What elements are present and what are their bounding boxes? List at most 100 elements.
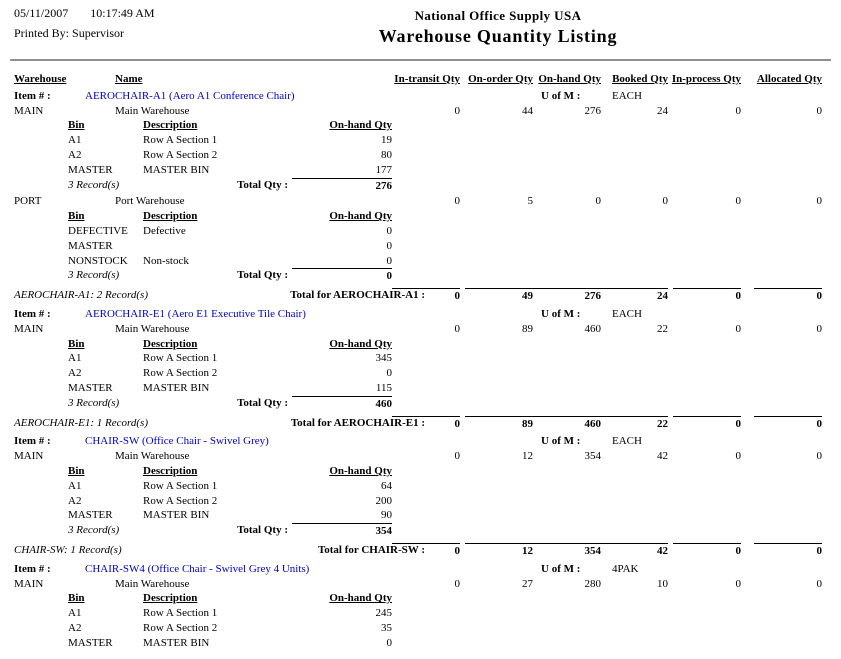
bin-onhand-qty: 0	[386, 224, 393, 237]
total-in-transit-qty: 0	[392, 542, 460, 557]
bin-total-row: 3 Record(s) Total Qty : 276	[0, 177, 841, 193]
bin-col-header: Bin	[68, 464, 85, 477]
booked-qty: 0	[662, 195, 669, 208]
bin-header-row: Bin Description On-hand Qty	[0, 209, 841, 224]
bin-header-row: Bin Description On-hand Qty	[0, 118, 841, 133]
bin-row: A2 Row A Section 2 0	[0, 366, 841, 381]
bin-onhand-qty: 35	[381, 621, 392, 634]
item-number-link[interactable]: AEROCHAIR-E1 (Aero E1 Executive Tile Cha…	[85, 307, 306, 320]
item-number-link[interactable]: CHAIR-SW (Office Chair - Swivel Grey)	[85, 435, 269, 448]
warehouse-name: Main Warehouse	[115, 450, 190, 463]
item-label: Item # :	[14, 562, 51, 575]
item-summary-row: AEROCHAIR-A1: 2 Record(s) Total for AERO…	[0, 288, 841, 303]
bin-onhand-col-header: On-hand Qty	[329, 119, 392, 132]
company-name: National Office Supply USA	[414, 8, 582, 23]
bin-code: MASTER	[68, 381, 113, 394]
bin-description: Row A Section 2	[143, 148, 218, 161]
print-date: 05/11/2007	[14, 6, 69, 20]
total-on-hand-qty: 460	[533, 415, 601, 430]
report-title: Warehouse Quantity Listing	[378, 26, 618, 46]
bin-code: NONSTOCK	[68, 254, 128, 267]
printed-by-value: Supervisor	[72, 26, 125, 40]
uofm-value: EACH	[612, 89, 642, 102]
in-process-qty: 0	[735, 450, 742, 463]
item-number-link[interactable]: CHAIR-SW4 (Office Chair - Swivel Grey 4 …	[85, 562, 310, 575]
bin-record-count: 3 Record(s)	[68, 269, 120, 282]
allocated-qty: 0	[816, 104, 823, 117]
uofm-label: U of M :	[541, 562, 581, 575]
in-process-qty: 0	[735, 195, 742, 208]
total-qty-label: Total Qty :	[237, 524, 288, 537]
uofm-label: U of M :	[541, 435, 581, 448]
bin-description: MASTER BIN	[143, 509, 210, 522]
bin-row: A1 Row A Section 1 245	[0, 606, 841, 621]
col-warehouse: Warehouse	[14, 73, 67, 85]
bin-code: DEFECTIVE	[68, 224, 128, 237]
bin-row: MASTER MASTER BIN 90	[0, 508, 841, 523]
bin-description: MASTER BIN	[143, 381, 210, 394]
in-transit-qty: 0	[454, 322, 461, 335]
on-hand-qty: 276	[584, 104, 602, 117]
total-qty-value: 354	[292, 523, 392, 537]
bin-code: A2	[68, 621, 82, 634]
bin-total-row: 3 Record(s) Total Qty : 460	[0, 395, 841, 411]
on-order-qty: 27	[522, 577, 533, 590]
on-hand-qty: 0	[595, 195, 602, 208]
item-row: Item # : CHAIR-SW (Office Chair - Swivel…	[0, 434, 841, 449]
item-record-count: CHAIR-SW: 1 Record(s)	[14, 543, 122, 556]
item-total-label: Total for CHAIR-SW :	[317, 543, 425, 556]
warehouse-row: MAIN Main Warehouse 0 89 460 22 0 0	[0, 322, 841, 337]
bin-col-header: Bin	[68, 337, 85, 350]
bin-record-count: 3 Record(s)	[68, 396, 120, 409]
on-hand-qty: 280	[584, 577, 602, 590]
bin-record-count: 3 Record(s)	[68, 524, 120, 537]
bin-col-header: Bin	[68, 119, 85, 132]
warehouse-code: MAIN	[14, 322, 44, 335]
total-qty-value: 276	[292, 177, 392, 192]
item-label: Item # :	[14, 435, 51, 448]
booked-qty: 24	[657, 104, 668, 117]
bin-onhand-qty: 115	[375, 381, 392, 394]
bin-code: A1	[68, 352, 82, 365]
total-qty-label: Total Qty :	[237, 396, 288, 409]
uofm-label: U of M :	[541, 307, 581, 320]
bin-description: Row A Section 1	[143, 134, 218, 147]
warehouse-code: PORT	[14, 195, 42, 208]
total-on-hand-qty: 276	[533, 288, 601, 302]
total-qty-value: 460	[292, 395, 392, 410]
bin-row: MASTER MASTER BIN 115	[0, 381, 841, 396]
item-label: Item # :	[14, 307, 51, 320]
item-row: Item # : AEROCHAIR-A1 (Aero A1 Conferenc…	[0, 89, 841, 104]
allocated-qty: 0	[816, 195, 823, 208]
report-body: Warehouse Name In-transit Qty On-order Q…	[0, 61, 841, 650]
bin-total-row: 3 Record(s) Total Qty : 0	[0, 268, 841, 283]
bin-description: Non-stock	[143, 254, 189, 267]
warehouse-name: Main Warehouse	[115, 322, 190, 335]
on-order-qty: 5	[527, 195, 534, 208]
col-in-transit-qty: In-transit Qty	[394, 73, 460, 85]
description-col-header: Description	[143, 464, 198, 477]
item-row: Item # : AEROCHAIR-E1 (Aero E1 Executive…	[0, 307, 841, 322]
in-process-qty: 0	[735, 322, 742, 335]
bin-description: Row A Section 2	[143, 621, 218, 634]
report-titles: National Office Supply USA Warehouse Qua…	[379, 8, 618, 47]
item-number-link[interactable]: AEROCHAIR-A1 (Aero A1 Conference Chair)	[85, 89, 295, 102]
print-datetime: 05/11/2007 10:17:49 AM	[14, 6, 177, 21]
bin-description: MASTER BIN	[143, 163, 210, 176]
total-on-order-qty: 89	[465, 415, 533, 430]
col-on-order-qty: On-order Qty	[468, 73, 533, 85]
warehouse-name: Main Warehouse	[115, 104, 190, 117]
bin-description: Defective	[143, 224, 186, 237]
bin-onhand-qty: 245	[375, 607, 393, 620]
bin-row: MASTER MASTER BIN 177	[0, 163, 841, 178]
bin-col-header: Bin	[68, 210, 85, 223]
item-row: Item # : CHAIR-SW4 (Office Chair - Swive…	[0, 562, 841, 577]
item-summary-row: AEROCHAIR-E1: 1 Record(s) Total for AERO…	[0, 415, 841, 431]
warehouse-row: MAIN Main Warehouse 0 44 276 24 0 0	[0, 104, 841, 119]
bin-description: MASTER BIN	[143, 636, 210, 649]
bin-onhand-qty: 0	[386, 254, 393, 267]
bin-onhand-qty: 19	[381, 134, 392, 147]
bin-code: A1	[68, 607, 82, 620]
bin-row: NONSTOCK Non-stock 0	[0, 254, 841, 269]
